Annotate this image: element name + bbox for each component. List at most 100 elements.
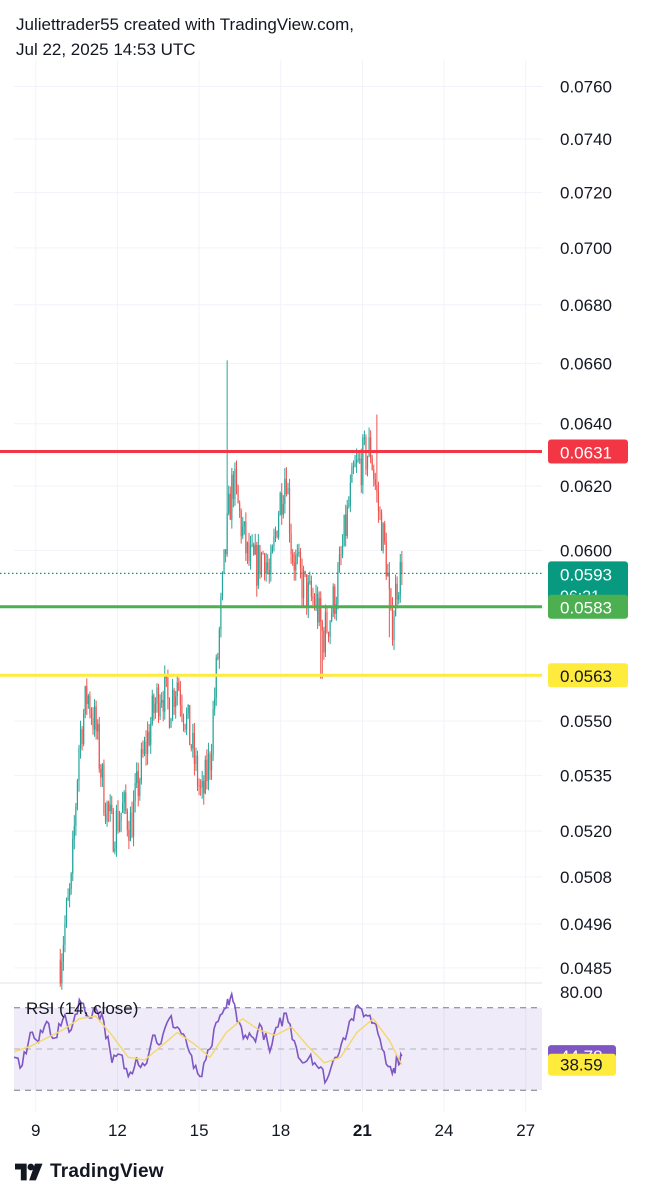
candle-body: [123, 792, 125, 803]
candle: [223, 549, 225, 575]
candle-body: [161, 699, 163, 703]
candle-body: [318, 598, 320, 623]
candle: [206, 749, 208, 790]
candle-body: [153, 695, 155, 713]
price-tick-label: 0.0740: [560, 130, 612, 149]
candle: [290, 523, 292, 564]
candle: [95, 700, 97, 740]
chart-author: Juliettrader55 created with TradingView.…: [16, 15, 354, 34]
candle: [118, 810, 121, 833]
candle-body: [81, 729, 83, 744]
candle-body: [128, 829, 130, 841]
candle: [168, 697, 171, 729]
candle: [345, 504, 347, 547]
candle-body: [380, 512, 383, 551]
candle: [398, 592, 400, 605]
candle: [312, 587, 314, 606]
candle-body: [360, 458, 362, 486]
candle: [382, 522, 384, 554]
candle: [178, 677, 180, 692]
candle-body: [170, 718, 172, 728]
candle-body: [321, 621, 323, 631]
candle: [235, 460, 238, 495]
candle-body: [384, 523, 386, 542]
candle: [357, 452, 359, 463]
candle-body: [72, 838, 74, 874]
candle-body: [109, 804, 111, 812]
candle-body: [203, 780, 205, 794]
candle: [281, 483, 283, 525]
candle-body: [73, 825, 75, 839]
candle: [165, 675, 167, 688]
candle-body: [276, 531, 278, 538]
candle-body: [167, 678, 169, 699]
price-tick-label: 0.0700: [560, 239, 612, 258]
candle: [279, 491, 281, 516]
candle-body: [176, 682, 178, 697]
candle-body: [306, 574, 308, 609]
candle-body: [338, 554, 341, 572]
candle: [366, 455, 369, 477]
candle: [271, 544, 273, 554]
candle-body: [186, 714, 188, 730]
candle: [245, 512, 247, 561]
candle: [182, 713, 185, 732]
price-tick-label: 0.0550: [560, 712, 612, 731]
candle-body: [143, 741, 146, 754]
candle: [276, 530, 278, 539]
tradingview-footer[interactable]: TradingView: [14, 1160, 164, 1184]
candle-body: [228, 493, 230, 514]
candle: [253, 542, 255, 556]
candle-body: [299, 551, 302, 569]
candle: [164, 665, 166, 720]
time-axis: 9 12 15 18 21 24 27: [31, 1121, 535, 1140]
candle: [170, 717, 172, 728]
candle-body: [312, 596, 314, 599]
candle-body: [62, 944, 64, 962]
candle: [331, 608, 333, 623]
candle: [86, 678, 88, 715]
candle: [62, 936, 64, 971]
candle-body: [379, 511, 381, 513]
candle-body: [396, 583, 398, 600]
candle-body: [337, 571, 339, 604]
candle-body: [142, 749, 144, 754]
candle-body: [97, 723, 99, 732]
candle: [59, 948, 61, 987]
candle-body: [285, 478, 288, 495]
candle-body: [259, 545, 261, 574]
candle: [334, 584, 336, 620]
candle: [90, 707, 93, 726]
price-tick-label: 0.0520: [560, 822, 612, 841]
candle-body: [122, 802, 124, 813]
candle: [69, 883, 71, 908]
candle: [72, 830, 74, 882]
candle: [370, 430, 372, 464]
candle: [246, 541, 249, 564]
candle: [335, 596, 337, 621]
candle-body: [245, 521, 247, 554]
chart-timestamp: Jul 22, 2025 14:53 UTC: [16, 40, 196, 59]
candle: [337, 562, 339, 610]
candle-body: [366, 456, 369, 470]
price-tick-label: 0.0600: [560, 541, 612, 560]
candle-body: [137, 771, 139, 796]
candle-body: [229, 493, 231, 520]
candle-body: [150, 723, 152, 745]
candle-body: [295, 555, 297, 571]
candle-body: [281, 492, 283, 515]
candle: [147, 721, 149, 765]
candle: [401, 551, 403, 586]
candle: [73, 815, 75, 850]
candle-body: [129, 812, 132, 841]
candle: [362, 434, 364, 494]
candle-body: [232, 474, 234, 499]
candle: [249, 535, 252, 570]
support-label: 0.0583: [560, 599, 612, 618]
candle-body: [67, 896, 69, 901]
candle-body: [309, 581, 311, 583]
candle: [187, 704, 189, 719]
candle: [157, 683, 160, 723]
